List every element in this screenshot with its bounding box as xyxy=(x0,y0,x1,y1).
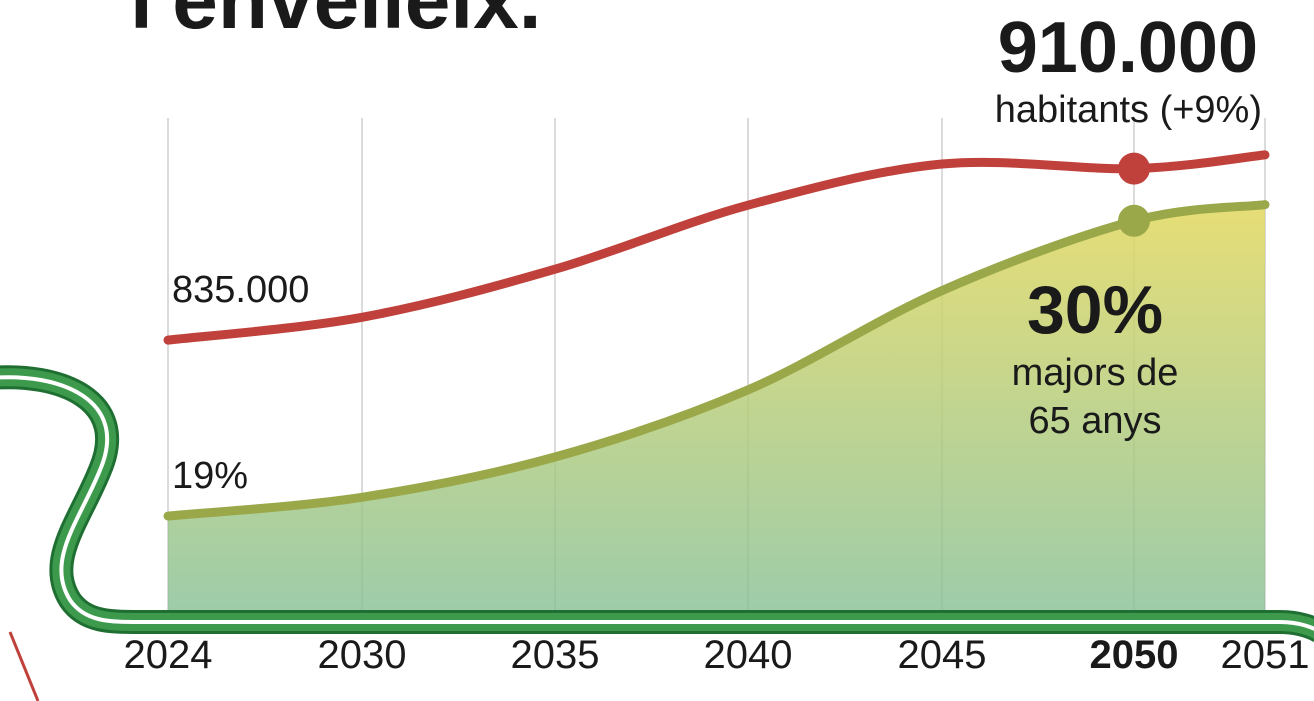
chart-title: l'envelleix. xyxy=(130,0,542,46)
annotation: habitants (+9%) xyxy=(995,89,1262,131)
annotation: 65 anys xyxy=(1028,400,1161,442)
data-label: 835.000 xyxy=(172,269,309,311)
data-label: 19% xyxy=(172,455,248,497)
highlight-dot xyxy=(1118,153,1150,185)
x-tick-label: 2051 xyxy=(1221,633,1310,677)
x-tick-label: 2050 xyxy=(1090,633,1179,677)
decorative-line xyxy=(10,632,38,701)
x-tick-label: 2045 xyxy=(898,633,987,677)
x-tick-label: 2035 xyxy=(511,633,600,677)
x-tick-label: 2030 xyxy=(318,633,407,677)
chart: l'envelleix. 2024 2030 2035 2040 2045 2050 205… xyxy=(0,0,1314,701)
annotation: majors de xyxy=(1012,352,1179,394)
data-label: 30% xyxy=(1027,272,1163,348)
x-tick-label: 2024 xyxy=(124,633,213,677)
highlight-dot xyxy=(1118,205,1150,237)
data-label: 910.000 xyxy=(998,8,1258,88)
x-tick-label: 2040 xyxy=(704,633,793,677)
